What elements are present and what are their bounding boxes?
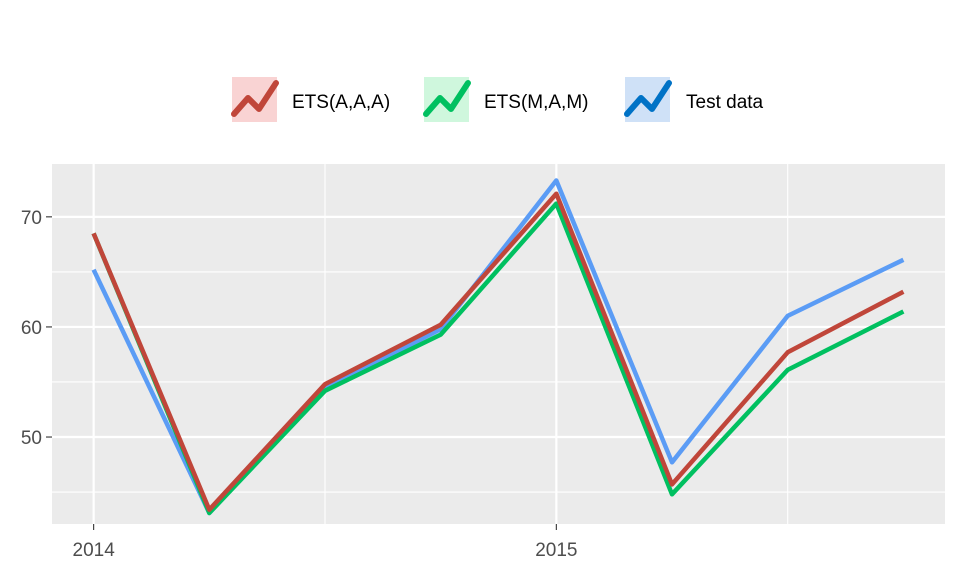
legend-key-line-ets-mam xyxy=(423,80,471,117)
y-tick-label: 60 xyxy=(21,318,42,339)
legend-item-ets-mam: ETS(M,A,M) xyxy=(423,77,589,122)
legend-key-ets-aaa xyxy=(232,77,277,122)
legend-key-line-ets-aaa xyxy=(231,80,279,117)
series-line-ets-a-a-a xyxy=(91,191,905,512)
y-tick-label: 50 xyxy=(21,428,42,449)
legend-label-test-data: Test data xyxy=(686,92,764,113)
legend-item-test-data: Test data xyxy=(624,77,764,122)
series-line-ets-m-a-m xyxy=(91,201,905,516)
legend-label-ets-aaa: ETS(A,A,A) xyxy=(292,92,390,113)
x-axis: 2014 2015 xyxy=(73,524,577,561)
x-tick-label: 2015 xyxy=(535,540,577,561)
legend-key-line-test-data xyxy=(624,80,672,117)
legend-label-ets-mam: ETS(M,A,M) xyxy=(484,92,589,113)
plot-panel xyxy=(52,164,945,524)
legend-item-ets-aaa: ETS(A,A,A) xyxy=(231,77,390,122)
legend-key-ets-mam xyxy=(424,77,469,122)
legend-key-test-data xyxy=(625,77,670,122)
x-tick-label: 2014 xyxy=(73,540,116,561)
y-axis: 50 60 70 xyxy=(21,208,52,449)
y-tick-label: 70 xyxy=(21,208,42,229)
series-lines xyxy=(91,178,905,516)
legend: ETS(A,A,A) ETS(M,A,M) Test data xyxy=(231,77,764,122)
